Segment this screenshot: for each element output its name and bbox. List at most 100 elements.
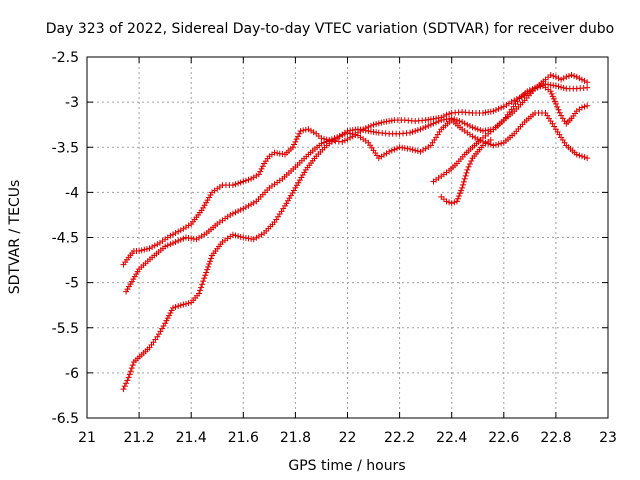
data-point-plus-marker <box>524 88 531 95</box>
data-point-plus-marker <box>242 177 249 184</box>
data-point-plus-marker <box>258 231 265 238</box>
data-point-plus-marker <box>287 192 294 199</box>
data-point-plus-marker <box>568 72 575 79</box>
data-point-plus-marker <box>495 141 502 148</box>
data-point-plus-marker <box>177 227 184 234</box>
data-point-plus-marker <box>134 268 141 275</box>
data-point-plus-marker <box>448 200 455 207</box>
data-point-plus-marker <box>464 166 471 173</box>
data-point-plus-marker <box>295 133 302 140</box>
data-point-plus-marker <box>125 374 132 381</box>
data-point-plus-marker <box>185 222 192 229</box>
data-point-plus-marker <box>301 169 308 176</box>
data-point-plus-marker <box>180 225 187 232</box>
data-point-plus-marker <box>425 144 432 151</box>
data-markers <box>120 72 591 393</box>
data-point-plus-marker <box>237 206 244 213</box>
data-point-plus-marker <box>339 138 346 145</box>
data-point-plus-marker <box>584 84 591 91</box>
data-point-plus-marker <box>296 130 303 137</box>
data-point-plus-marker <box>204 197 211 204</box>
data-point-plus-marker <box>554 103 561 110</box>
data-point-plus-marker <box>558 76 565 83</box>
data-point-plus-marker <box>255 233 262 240</box>
data-point-plus-marker <box>284 197 291 204</box>
data-point-plus-marker <box>375 120 382 127</box>
data-point-plus-marker <box>490 142 497 149</box>
x-tick-label: 22.2 <box>384 430 415 446</box>
data-point-plus-marker <box>414 148 421 155</box>
data-point-plus-marker <box>457 190 464 197</box>
data-point-plus-marker <box>293 136 300 143</box>
data-point-plus-marker <box>550 95 557 102</box>
data-point-plus-marker <box>412 147 419 154</box>
data-point-plus-marker <box>129 362 136 369</box>
data-point-plus-marker <box>177 302 184 309</box>
data-point-plus-marker <box>172 239 179 246</box>
data-point-plus-marker <box>560 75 567 82</box>
data-point-plus-marker <box>552 82 559 89</box>
data-point-plus-marker <box>182 224 189 231</box>
data-point-plus-marker <box>200 278 207 285</box>
data-point-plus-marker <box>534 84 541 91</box>
data-point-plus-marker <box>185 300 192 307</box>
data-point-plus-marker <box>318 135 325 142</box>
data-point-plus-marker <box>169 231 176 238</box>
data-point-plus-marker <box>310 129 317 136</box>
data-point-plus-marker <box>198 284 205 291</box>
grid-lines <box>87 57 608 418</box>
data-point-plus-marker <box>257 168 264 175</box>
y-tick-label: -5 <box>65 276 79 292</box>
data-point-plus-marker <box>490 108 497 115</box>
data-point-plus-marker <box>477 127 484 134</box>
data-point-plus-marker <box>128 365 135 372</box>
data-point-plus-marker <box>245 176 252 183</box>
data-point-plus-marker <box>175 228 182 235</box>
data-point-plus-marker <box>383 150 390 157</box>
data-point-plus-marker <box>253 172 260 179</box>
data-point-plus-marker <box>469 124 476 131</box>
data-point-plus-marker <box>420 125 427 132</box>
data-point-plus-marker <box>237 179 244 186</box>
data-point-plus-marker <box>199 281 206 288</box>
data-point-plus-marker <box>378 153 385 160</box>
data-point-plus-marker <box>123 288 130 295</box>
data-point-plus-marker <box>124 286 131 293</box>
data-point-plus-marker <box>237 233 244 240</box>
data-point-plus-marker <box>448 115 455 122</box>
data-point-plus-marker <box>196 290 203 297</box>
x-tick-label: 21.6 <box>228 430 259 446</box>
data-point-plus-marker <box>124 377 131 384</box>
x-tick-label: 23 <box>599 430 617 446</box>
data-point-plus-marker <box>302 126 309 133</box>
data-point-plus-marker <box>201 231 208 238</box>
data-point-plus-marker <box>468 158 475 165</box>
data-point-plus-marker <box>443 198 450 205</box>
data-point-plus-marker <box>240 205 247 212</box>
data-point-plus-marker <box>462 172 469 179</box>
x-tick-label: 21.4 <box>176 430 207 446</box>
data-point-plus-marker <box>175 237 182 244</box>
data-point-plus-marker <box>458 187 465 194</box>
data-point-plus-marker <box>555 75 562 82</box>
data-point-plus-marker <box>367 122 374 129</box>
data-point-plus-marker <box>547 88 554 95</box>
data-point-plus-marker <box>453 198 460 205</box>
data-point-plus-marker <box>293 182 300 189</box>
data-point-plus-marker <box>180 235 187 242</box>
data-point-plus-marker <box>151 242 158 249</box>
data-point-plus-marker <box>341 137 348 144</box>
data-point-plus-marker <box>547 72 554 79</box>
data-point-plus-marker <box>203 199 210 206</box>
data-point-plus-marker <box>492 141 499 148</box>
data-point-plus-marker <box>141 246 148 253</box>
data-point-plus-marker <box>250 174 257 181</box>
data-point-plus-marker <box>459 118 466 125</box>
data-point-plus-marker <box>573 73 580 80</box>
data-point-plus-marker <box>164 315 171 322</box>
data-point-plus-marker <box>576 75 583 82</box>
x-tick-label: 22 <box>339 430 357 446</box>
data-point-plus-marker <box>297 128 304 135</box>
data-point-plus-marker <box>163 317 170 324</box>
data-point-plus-marker <box>391 146 398 153</box>
